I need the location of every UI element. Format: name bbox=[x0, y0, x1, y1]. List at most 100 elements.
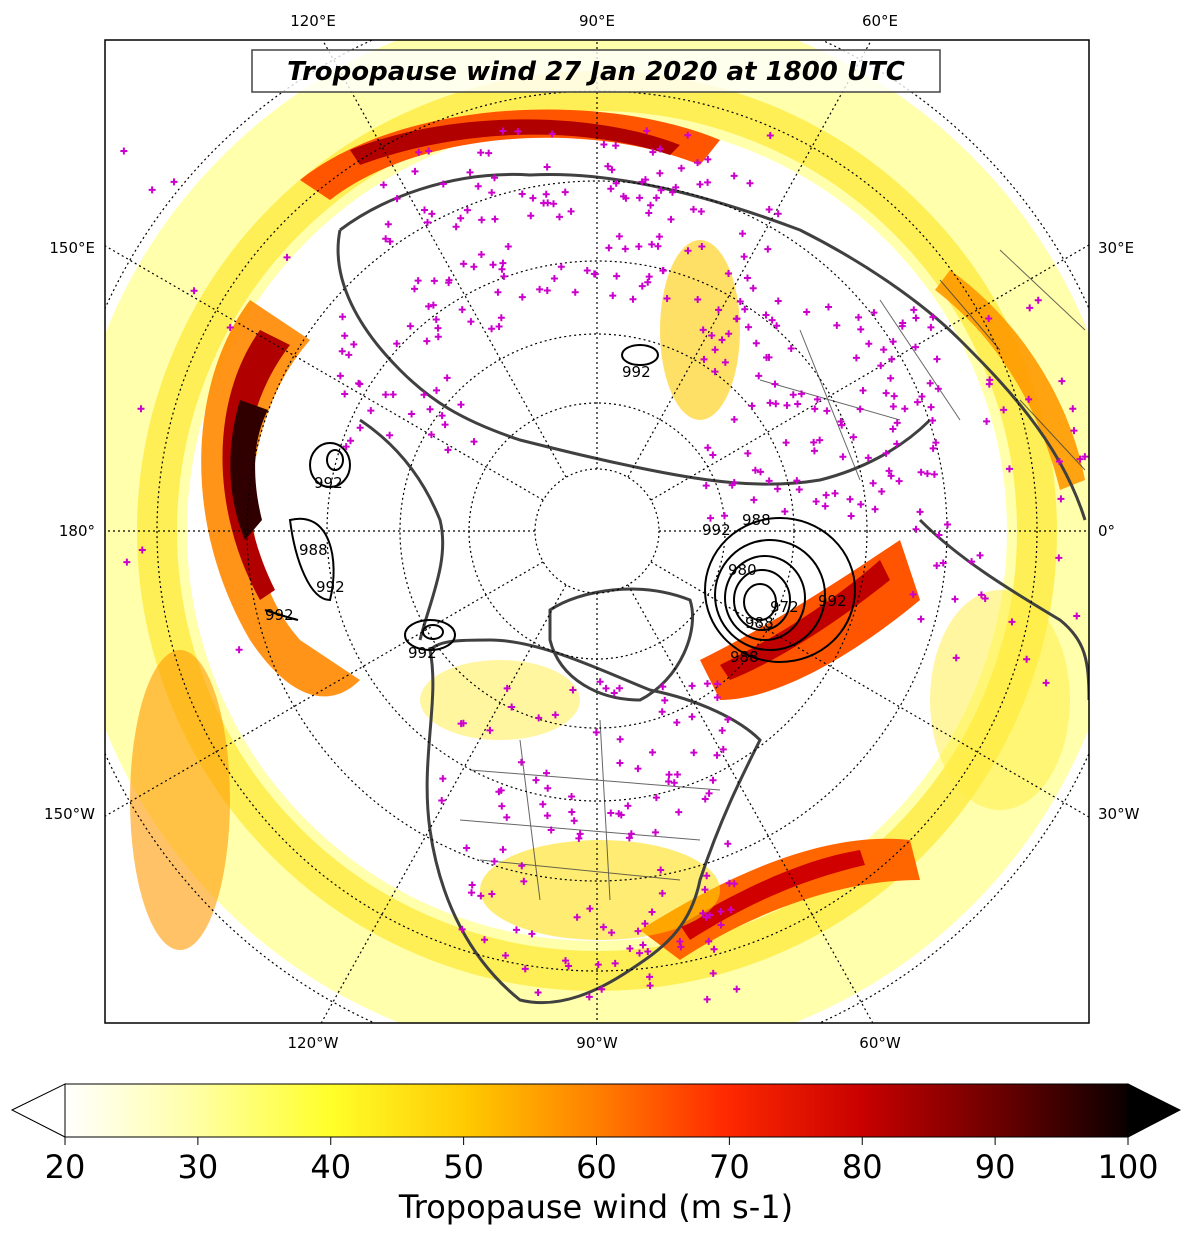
station-marker bbox=[811, 405, 819, 413]
station-marker bbox=[702, 913, 710, 921]
station-marker bbox=[356, 424, 364, 432]
contour-label: 992 bbox=[818, 592, 847, 610]
station-marker bbox=[1069, 405, 1077, 413]
contour-label: 992 bbox=[265, 606, 294, 624]
station-marker bbox=[895, 477, 903, 485]
station-marker bbox=[1005, 465, 1013, 473]
station-marker bbox=[641, 176, 649, 184]
station-marker bbox=[787, 344, 795, 352]
station-marker bbox=[551, 711, 559, 719]
station-marker bbox=[763, 353, 771, 361]
station-marker bbox=[576, 830, 584, 838]
station-marker bbox=[878, 487, 886, 495]
station-marker bbox=[458, 925, 466, 933]
station-marker bbox=[673, 719, 681, 727]
station-marker bbox=[550, 200, 558, 208]
station-marker bbox=[499, 259, 507, 267]
station-marker bbox=[675, 808, 683, 816]
station-marker bbox=[732, 315, 740, 323]
station-marker bbox=[914, 398, 922, 406]
station-marker bbox=[744, 449, 752, 457]
station-marker bbox=[634, 927, 642, 935]
station-marker bbox=[882, 389, 890, 397]
station-marker bbox=[864, 454, 872, 462]
station-marker bbox=[596, 678, 604, 686]
station-marker bbox=[667, 215, 675, 223]
station-marker bbox=[839, 453, 847, 461]
station-marker bbox=[821, 502, 829, 510]
contour-label: 980 bbox=[728, 561, 757, 579]
contour-label: 992 bbox=[314, 474, 343, 492]
jet-pacific-max bbox=[230, 400, 268, 540]
station-marker bbox=[468, 889, 476, 897]
station-marker bbox=[1055, 457, 1063, 465]
station-marker bbox=[857, 325, 865, 333]
contour-label: 988 bbox=[745, 614, 774, 632]
station-marker bbox=[138, 546, 146, 554]
station-marker bbox=[367, 407, 375, 415]
station-marker bbox=[629, 295, 637, 303]
station-marker bbox=[598, 985, 606, 993]
station-marker bbox=[730, 478, 738, 486]
station-marker bbox=[341, 390, 349, 398]
station-marker bbox=[350, 340, 358, 348]
station-marker bbox=[452, 223, 460, 231]
station-marker bbox=[657, 866, 665, 874]
station-marker bbox=[123, 558, 131, 566]
lon-label-right: 30°W bbox=[1098, 805, 1140, 823]
station-marker bbox=[847, 512, 855, 520]
station-marker bbox=[497, 786, 505, 794]
colorbar-tick-label: 90 bbox=[975, 1148, 1016, 1186]
station-marker bbox=[612, 179, 620, 187]
station-marker bbox=[434, 333, 442, 341]
station-marker bbox=[491, 174, 499, 182]
station-marker bbox=[512, 926, 520, 934]
station-marker bbox=[386, 238, 394, 246]
station-marker bbox=[540, 199, 548, 207]
station-marker bbox=[887, 374, 895, 382]
station-marker bbox=[846, 495, 854, 503]
title-box bbox=[251, 49, 941, 93]
station-marker bbox=[743, 274, 751, 282]
station-marker bbox=[701, 886, 709, 894]
station-marker bbox=[498, 802, 506, 810]
station-marker bbox=[789, 391, 797, 399]
contour-label: 992 bbox=[702, 521, 731, 539]
station-marker bbox=[870, 309, 878, 317]
station-marker bbox=[622, 194, 630, 202]
station-marker bbox=[655, 233, 663, 241]
station-marker bbox=[652, 794, 660, 802]
contour-label-group: 992 988 992 992 992 992 992 988 980 972 … bbox=[265, 363, 847, 666]
station-marker bbox=[539, 800, 547, 808]
station-marker bbox=[935, 531, 943, 539]
station-marker bbox=[725, 269, 733, 277]
station-marker bbox=[535, 714, 543, 722]
station-marker bbox=[468, 881, 476, 889]
station-marker bbox=[477, 149, 485, 157]
station-marker bbox=[592, 728, 600, 736]
station-marker bbox=[721, 358, 729, 366]
lon-label-left: 150°W bbox=[44, 805, 95, 823]
station-marker bbox=[888, 355, 896, 363]
station-marker bbox=[345, 351, 353, 359]
station-marker bbox=[477, 250, 485, 258]
station-marker bbox=[478, 216, 486, 224]
station-marker bbox=[616, 684, 624, 692]
station-marker bbox=[688, 682, 696, 690]
station-marker bbox=[968, 558, 976, 566]
station-marker bbox=[658, 708, 666, 716]
station-marker bbox=[568, 808, 576, 816]
station-marker bbox=[634, 765, 642, 773]
colorbar-ticks: 20 30 40 50 60 70 80 90 100 bbox=[45, 1137, 1159, 1186]
station-marker bbox=[503, 813, 511, 821]
station-marker bbox=[568, 793, 576, 801]
station-marker bbox=[1025, 395, 1033, 403]
jet-subtropical-core bbox=[680, 850, 865, 940]
station-marker bbox=[555, 213, 563, 221]
station-marker bbox=[929, 444, 937, 452]
colorbar-bar bbox=[64, 1083, 1129, 1138]
station-marker bbox=[724, 716, 732, 724]
lon-label-top: 120°E bbox=[290, 12, 336, 30]
station-marker bbox=[527, 212, 535, 220]
station-marker bbox=[795, 486, 803, 494]
